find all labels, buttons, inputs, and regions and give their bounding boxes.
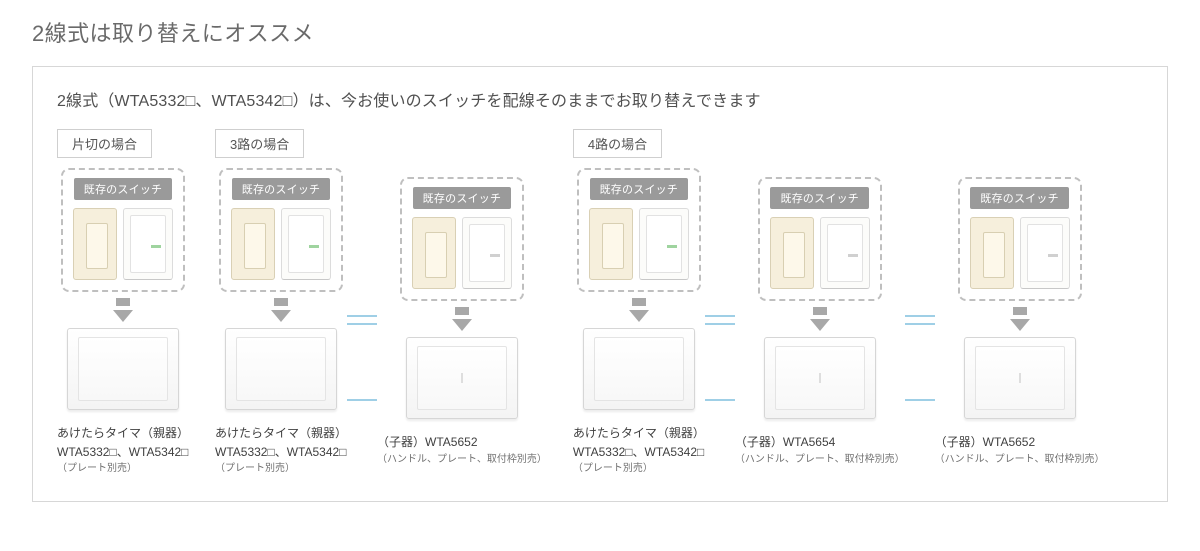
wire-pair-icon xyxy=(905,315,935,325)
caption: あけたらタイマ（親器） WTA5332□、WTA5342□ （プレート別売） xyxy=(57,424,189,477)
caption: （子器）WTA5652 （ハンドル、プレート、取付枠別売） xyxy=(377,433,547,467)
old-rocker-switch-icon xyxy=(589,208,633,280)
caption: （子器）WTA5652 （ハンドル、プレート、取付枠別売） xyxy=(935,433,1105,467)
caption-note: （ハンドル、プレート、取付枠別売） xyxy=(377,452,547,468)
caption-line1: あけたらタイマ（親器） xyxy=(215,424,347,443)
existing-switch-box: 既存のスイッチ xyxy=(958,177,1082,301)
new-switch-child-icon xyxy=(964,337,1076,419)
caption: （子器）WTA5654 （ハンドル、プレート、取付枠別売） xyxy=(735,433,905,467)
old-rocker-switch-icon xyxy=(73,208,117,280)
old-paddle-switch-icon xyxy=(820,217,870,289)
old-rocker-switch-icon xyxy=(770,217,814,289)
caption-note: （ハンドル、プレート、取付枠別売） xyxy=(935,452,1105,468)
wire-pair-icon xyxy=(705,315,735,325)
existing-badge: 既存のスイッチ xyxy=(413,187,512,209)
group-label: 4路の場合 xyxy=(573,129,662,158)
old-paddle-switch-icon xyxy=(639,208,689,280)
old-paddle-switch-icon xyxy=(1020,217,1070,289)
old-rocker-switch-icon xyxy=(412,217,456,289)
caption-line1: （子器）WTA5652 xyxy=(935,433,1105,452)
subtitle: 2線式（WTA5332□、WTA5342□）は、今お使いのスイッチを配線そのまま… xyxy=(57,87,1143,111)
caption: あけたらタイマ（親器） WTA5332□、WTA5342□ （プレート別売） xyxy=(215,424,347,477)
caption-note: （プレート別売） xyxy=(573,461,705,477)
wire-pair-icon xyxy=(347,315,377,325)
caption-line1: あけたらタイマ（親器） xyxy=(57,424,189,443)
group-katakiri: 片切の場合 既存のスイッチ あけたらタイマ（親器） WTA5332□、WT xyxy=(57,129,189,477)
caption-line2: WTA5332□、WTA5342□ xyxy=(215,443,347,462)
content-frame: 2線式（WTA5332□、WTA5342□）は、今お使いのスイッチを配線そのまま… xyxy=(32,66,1168,502)
wire-pair-icon xyxy=(347,399,377,401)
groups-row: 片切の場合 既存のスイッチ あけたらタイマ（親器） WTA5332□、WT xyxy=(57,129,1143,477)
group-3ro: 3路の場合 既存のスイッチ あけたらタイマ（親器） WTA5332□、WT xyxy=(215,129,547,477)
group-label: 3路の場合 xyxy=(215,129,304,158)
new-switch-parent-icon xyxy=(583,328,695,410)
old-rocker-switch-icon xyxy=(231,208,275,280)
arrow-down-icon xyxy=(629,298,649,322)
caption-note: （プレート別売） xyxy=(57,461,189,477)
new-switch-child-icon xyxy=(406,337,518,419)
existing-switch-box: 既存のスイッチ xyxy=(61,168,185,292)
existing-switch-box: 既存のスイッチ xyxy=(400,177,524,301)
arrow-down-icon xyxy=(1010,307,1030,331)
existing-switch-box: 既存のスイッチ xyxy=(219,168,343,292)
group-label: 片切の場合 xyxy=(57,129,152,158)
caption-note: （プレート別売） xyxy=(215,461,347,477)
new-switch-parent-icon xyxy=(67,328,179,410)
existing-badge: 既存のスイッチ xyxy=(970,187,1069,209)
wire-pair-icon xyxy=(905,399,935,401)
page-title: 2線式は取り替えにオススメ xyxy=(32,16,1168,48)
arrow-down-icon xyxy=(810,307,830,331)
old-paddle-switch-icon xyxy=(281,208,331,280)
wire-pair-icon xyxy=(705,399,735,401)
arrow-down-icon xyxy=(271,298,291,322)
existing-badge: 既存のスイッチ xyxy=(770,187,869,209)
existing-switch-box: 既存のスイッチ xyxy=(577,168,701,292)
old-paddle-switch-icon xyxy=(462,217,512,289)
caption-note: （ハンドル、プレート、取付枠別売） xyxy=(735,452,905,468)
existing-badge: 既存のスイッチ xyxy=(232,178,331,200)
group-4ro: 4路の場合 既存のスイッチ あけたらタイマ（親器） WTA5332□、WT xyxy=(573,129,1105,477)
existing-switch-box: 既存のスイッチ xyxy=(758,177,882,301)
new-switch-parent-icon xyxy=(225,328,337,410)
arrow-down-icon xyxy=(452,307,472,331)
old-paddle-switch-icon xyxy=(123,208,173,280)
caption-line1: （子器）WTA5652 xyxy=(377,433,547,452)
arrow-down-icon xyxy=(113,298,133,322)
existing-badge: 既存のスイッチ xyxy=(590,178,689,200)
caption-line1: あけたらタイマ（親器） xyxy=(573,424,705,443)
new-switch-child-icon xyxy=(764,337,876,419)
caption-line2: WTA5332□、WTA5342□ xyxy=(573,443,705,462)
caption-line2: WTA5332□、WTA5342□ xyxy=(57,443,189,462)
old-rocker-switch-icon xyxy=(970,217,1014,289)
caption-line1: （子器）WTA5654 xyxy=(735,433,905,452)
caption: あけたらタイマ（親器） WTA5332□、WTA5342□ （プレート別売） xyxy=(573,424,705,477)
existing-badge: 既存のスイッチ xyxy=(74,178,173,200)
